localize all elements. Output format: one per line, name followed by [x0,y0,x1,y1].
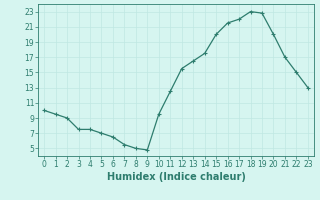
X-axis label: Humidex (Indice chaleur): Humidex (Indice chaleur) [107,172,245,182]
